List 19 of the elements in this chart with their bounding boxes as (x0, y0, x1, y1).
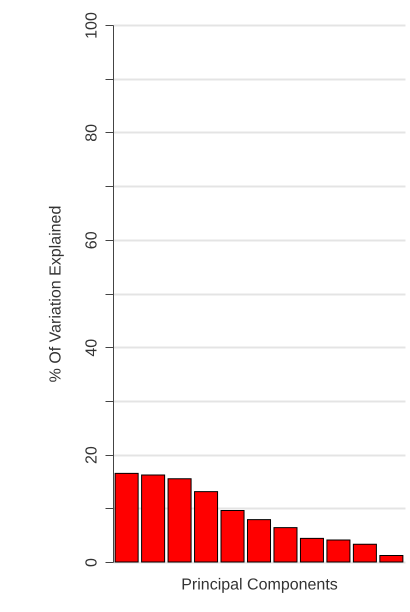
y-axis-title: % Of Variation Explained (48, 206, 64, 382)
y-tick-label: 20 (84, 446, 100, 464)
bar (352, 544, 377, 562)
y-tick-label: 40 (84, 338, 100, 357)
bar (141, 474, 166, 562)
x-axis-title: Principal Components (181, 576, 338, 594)
bar (379, 555, 404, 562)
bar (114, 472, 139, 562)
bar (168, 478, 192, 562)
bar (273, 527, 298, 562)
bar (194, 491, 218, 562)
y-tick-label: 0 (84, 558, 100, 567)
y-tick-label: 80 (84, 124, 100, 142)
bar (300, 538, 324, 562)
y-tick-label: 100 (84, 12, 100, 39)
bar (326, 539, 350, 562)
bar (246, 519, 272, 562)
y-tick-label: 60 (84, 231, 100, 250)
bar (220, 510, 245, 562)
